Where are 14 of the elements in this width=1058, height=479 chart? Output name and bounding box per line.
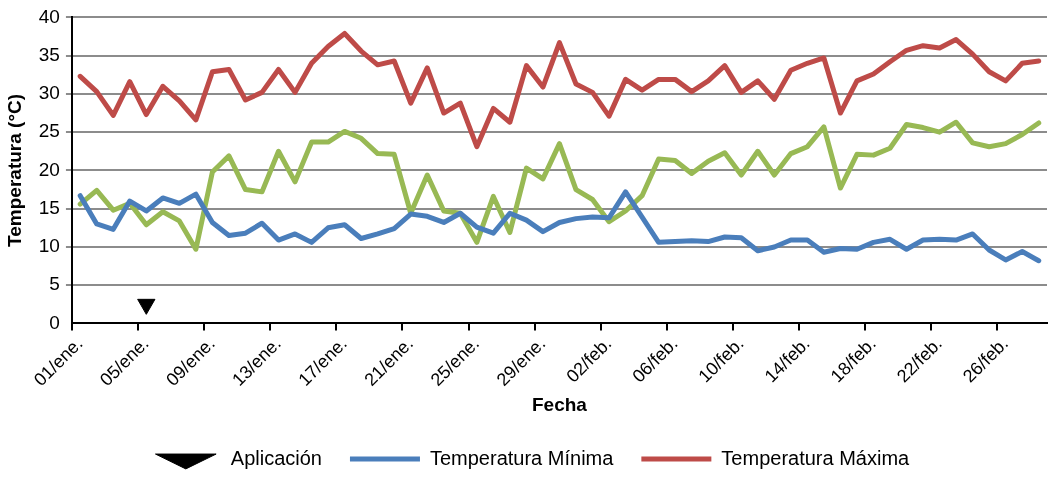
y-tick-label: 25 — [38, 120, 60, 142]
y-tick-label: 35 — [38, 43, 60, 65]
y-axis-title: Temperatura (°C) — [3, 93, 25, 247]
legend-label: Temperatura Máxima — [721, 446, 911, 469]
y-tick-label: 20 — [38, 158, 60, 180]
x-axis-title: Fecha — [532, 393, 588, 415]
y-tick-label: 5 — [49, 273, 60, 295]
y-tick-label: 40 — [38, 5, 60, 27]
y-tick-label: 10 — [38, 235, 60, 257]
y-tick-label: 0 — [49, 311, 60, 333]
y-tick-label: 15 — [38, 196, 60, 218]
legend-label: Aplicación — [230, 446, 322, 469]
legend-label: Temperatura Mínima — [429, 446, 615, 469]
y-tick-label: 30 — [38, 82, 60, 104]
